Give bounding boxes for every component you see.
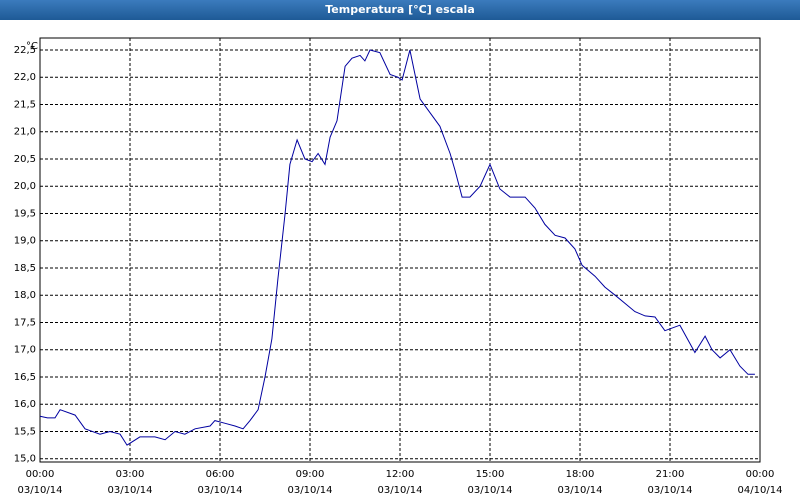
x-tick-label: 00:00 (746, 469, 775, 480)
x-tick-date: 03/10/14 (18, 485, 63, 496)
temperature-line (39, 49, 755, 446)
x-tick-label: 18:00 (566, 469, 595, 480)
y-tick-label: 21,5 (14, 99, 36, 110)
y-tick-label: 20,0 (14, 181, 36, 192)
y-tick-label: 18,0 (14, 290, 36, 301)
y-tick-label: 22,5 (14, 45, 36, 56)
x-tick-date: 03/10/14 (198, 485, 243, 496)
y-tick-label: 15,5 (14, 426, 36, 437)
x-tick-date: 04/10/14 (738, 485, 783, 496)
y-tick-label: 19,0 (14, 236, 36, 247)
y-tick-label: 15,0 (14, 454, 36, 465)
x-tick-label: 09:00 (296, 469, 325, 480)
chart-title: Temperatura [°C] escala (325, 3, 475, 16)
y-unit: °C (26, 41, 38, 52)
y-tick-label: 22,0 (14, 72, 36, 83)
y-tick-label: 21,0 (14, 127, 36, 138)
x-tick-label: 00:00 (26, 469, 55, 480)
x-tick-label: 03:00 (116, 469, 145, 480)
x-tick-date: 03/10/14 (558, 485, 603, 496)
title-bar (0, 0, 800, 20)
x-tick-date: 03/10/14 (288, 485, 333, 496)
y-tick-label: 17,0 (14, 345, 36, 356)
x-tick-date: 03/10/14 (468, 485, 513, 496)
x-tick-date: 03/10/14 (108, 485, 153, 496)
y-tick-label: 18,5 (14, 263, 36, 274)
y-tick-label: 20,5 (14, 154, 36, 165)
y-tick-label: 17,5 (14, 317, 36, 328)
x-tick-label: 21:00 (656, 469, 685, 480)
x-tick-date: 03/10/14 (648, 485, 693, 496)
y-tick-label: 16,0 (14, 399, 36, 410)
x-tick-label: 15:00 (476, 469, 505, 480)
y-tick-label: 16,5 (14, 372, 36, 383)
x-tick-label: 12:00 (386, 469, 415, 480)
y-tick-label: 19,5 (14, 208, 36, 219)
x-tick-label: 06:00 (206, 469, 235, 480)
x-tick-date: 03/10/14 (378, 485, 423, 496)
